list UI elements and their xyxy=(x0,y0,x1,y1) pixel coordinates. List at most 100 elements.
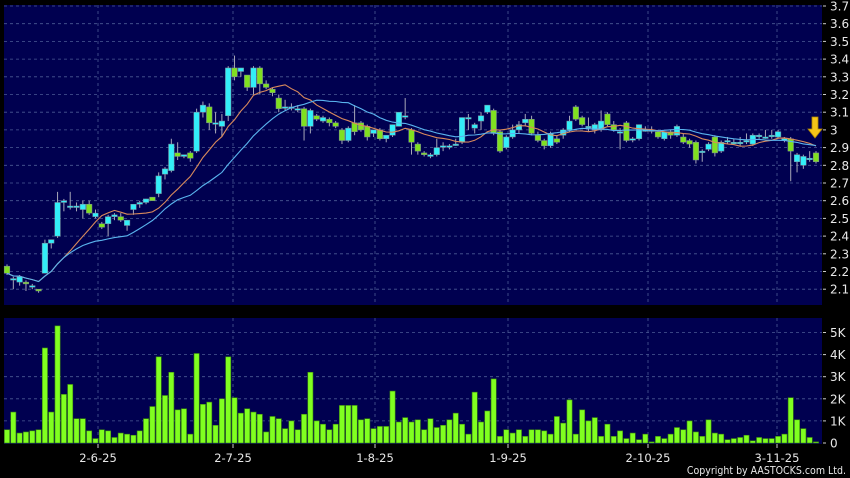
volume-bar xyxy=(130,434,137,444)
candle-down xyxy=(421,152,428,155)
candle-down xyxy=(711,136,718,154)
candle-up xyxy=(319,117,327,122)
candle-up xyxy=(484,104,491,113)
volume-bar xyxy=(231,397,238,444)
candle-up xyxy=(465,117,472,120)
volume-bar xyxy=(787,397,794,444)
candle-up xyxy=(237,67,244,72)
volume-bar xyxy=(383,426,390,444)
candle-down xyxy=(357,122,364,131)
volume-bar xyxy=(699,436,706,444)
volume-bar xyxy=(813,441,819,444)
volume-bar xyxy=(541,430,548,444)
volume-bar xyxy=(566,399,573,444)
candle-up xyxy=(737,142,744,145)
candle-up xyxy=(775,131,782,138)
candle-down xyxy=(623,122,630,141)
candle-up xyxy=(10,278,17,281)
volume-bar xyxy=(553,416,560,444)
price-tick-label: 3 xyxy=(830,123,838,137)
volume-tick-label: 2K xyxy=(830,392,847,406)
volume-bar xyxy=(358,419,364,444)
volume-bar xyxy=(4,429,10,444)
candle-up xyxy=(307,110,314,127)
candle-up xyxy=(515,124,522,131)
volume-bar xyxy=(800,428,807,444)
volume-bar xyxy=(48,411,55,444)
price-tick-label: 3.5 xyxy=(830,35,849,49)
volume-bar xyxy=(743,434,750,444)
volume-bar xyxy=(269,416,276,444)
volume-bar xyxy=(497,436,503,444)
candle-up xyxy=(800,156,807,166)
candle-up xyxy=(345,127,352,141)
volume-bar xyxy=(452,412,459,444)
candle-up xyxy=(471,124,478,129)
volume-bar xyxy=(737,437,744,444)
date-tick-label: 2-6-25 xyxy=(79,451,117,465)
candle-down xyxy=(338,129,346,141)
candle-down xyxy=(686,140,693,145)
volume-bar xyxy=(528,429,535,444)
price-tick-label: 3.6 xyxy=(830,17,849,31)
volume-tick-label: 0 xyxy=(830,437,838,451)
volume-bar xyxy=(756,437,763,444)
candle-up xyxy=(730,142,737,145)
volume-bar xyxy=(117,432,124,444)
candle-up xyxy=(294,108,301,111)
date-tick-label: 3-11-25 xyxy=(755,451,800,465)
price-tick-label: 2.2 xyxy=(830,265,849,279)
price-tick-label: 3.1 xyxy=(830,106,849,120)
volume-bar xyxy=(16,432,23,444)
candle-up xyxy=(724,140,731,143)
date-tick-label: 1-8-25 xyxy=(356,451,394,465)
volume-bar xyxy=(29,430,36,444)
candle-down xyxy=(86,203,93,214)
volume-bar xyxy=(579,409,586,444)
volume-bar xyxy=(560,422,567,444)
price-panel-bg xyxy=(4,5,822,305)
volume-bar xyxy=(478,421,484,444)
volume-bar xyxy=(320,423,326,444)
candle-down xyxy=(149,196,156,201)
volume-bar xyxy=(768,438,775,444)
price-axis: 3.7 3.6 3.5 3.4 3.3 3.2 3.1 3 2.9 2.8 2.7 2.6 2.5 2.4… xyxy=(823,0,849,297)
volume-bar xyxy=(200,404,206,444)
candle-up xyxy=(48,239,55,244)
volume-bar xyxy=(636,439,642,444)
candle-up xyxy=(446,145,453,148)
candle-up xyxy=(60,200,67,203)
volume-bar xyxy=(313,420,320,444)
candle-up xyxy=(79,203,86,210)
candle-down xyxy=(414,143,421,152)
volume-bar xyxy=(143,418,149,444)
volume-bar xyxy=(225,356,232,444)
candle-up xyxy=(168,143,175,171)
volume-bar xyxy=(648,441,655,444)
volume-bar xyxy=(67,384,74,444)
volume-bar xyxy=(332,423,339,444)
volume-bar xyxy=(376,426,383,444)
candle-down xyxy=(680,136,687,143)
candle-down xyxy=(553,138,560,143)
volume-bar xyxy=(345,405,352,444)
candle-up xyxy=(477,115,485,122)
down-arrow-icon xyxy=(807,116,823,139)
candle-up xyxy=(629,138,636,141)
volume-bar xyxy=(471,391,478,444)
candle-up xyxy=(370,129,377,134)
candle-up xyxy=(699,150,706,153)
volume-bar xyxy=(711,432,718,444)
candle-up xyxy=(617,131,624,134)
candle-up xyxy=(705,143,712,150)
candle-up xyxy=(92,212,99,217)
candle-up xyxy=(130,203,137,210)
ma10-line xyxy=(6,84,817,283)
volume-bar xyxy=(162,395,168,444)
volume-bar xyxy=(206,401,213,444)
candle-up xyxy=(598,120,605,131)
candle-down xyxy=(692,142,699,161)
volume-bar xyxy=(674,427,680,444)
volume-bar xyxy=(351,405,358,444)
price-tick-label: 2.8 xyxy=(830,159,849,173)
